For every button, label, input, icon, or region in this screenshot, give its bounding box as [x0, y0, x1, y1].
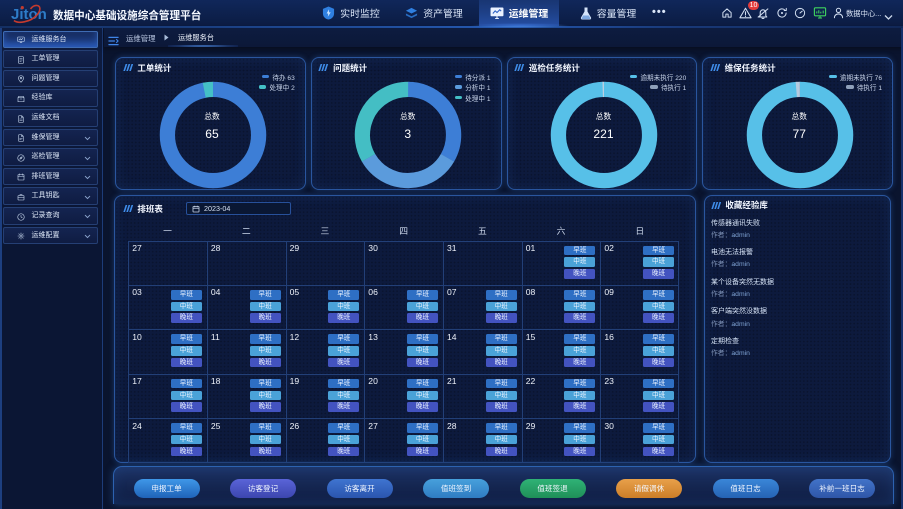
- svg-text:Jit: Jit: [11, 6, 29, 23]
